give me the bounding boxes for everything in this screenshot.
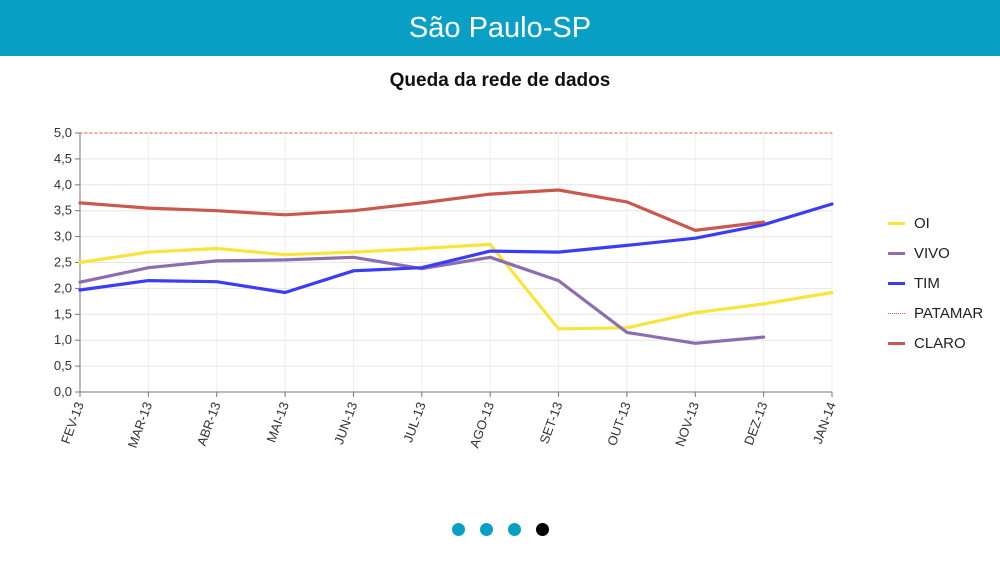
x-tick-label: ABR-13 bbox=[194, 400, 224, 448]
x-tick-label: JUN-13 bbox=[331, 400, 360, 447]
legend-label: CLARO bbox=[914, 334, 966, 352]
page-title: São Paulo-SP bbox=[408, 11, 592, 44]
legend-swatch bbox=[888, 221, 905, 225]
y-tick-label: 0,5 bbox=[54, 358, 72, 373]
legend-swatch bbox=[888, 312, 905, 314]
x-tick-label: DEZ-13 bbox=[741, 400, 770, 447]
legend-label: PATAMAR bbox=[914, 304, 984, 322]
y-tick-label: 5,0 bbox=[54, 125, 72, 140]
page-indicator bbox=[0, 523, 1000, 536]
legend-item-oi: OI bbox=[888, 208, 983, 238]
app-header: São Paulo-SP bbox=[0, 0, 1000, 56]
y-tick-label: 1,5 bbox=[54, 306, 72, 321]
series-line-claro bbox=[78, 188, 766, 232]
y-tick-label: 1,0 bbox=[54, 332, 72, 347]
x-tick-label: MAI-13 bbox=[263, 400, 291, 445]
page-dot[interactable] bbox=[451, 523, 465, 536]
y-tick-label: 0,0 bbox=[54, 384, 72, 399]
legend-label: VIVO bbox=[914, 244, 950, 262]
legend-label: OI bbox=[914, 214, 930, 232]
series-line-oi bbox=[78, 242, 834, 331]
x-tick-label: MAR-13 bbox=[125, 400, 155, 450]
legend-item-patamar: PATAMAR bbox=[888, 298, 983, 328]
legend-label: TIM bbox=[914, 274, 940, 292]
x-tick-label: JAN-14 bbox=[810, 400, 839, 446]
page-dot[interactable] bbox=[507, 523, 521, 536]
chart-legend: OI VIVO TIM PATAMAR CLARO bbox=[888, 208, 983, 358]
y-tick-label: 3,5 bbox=[54, 203, 72, 218]
y-tick-label: 3,0 bbox=[54, 229, 72, 244]
y-tick-label: 4,0 bbox=[54, 177, 72, 192]
legend-item-vivo: VIVO bbox=[888, 238, 983, 268]
x-tick-label: OUT-13 bbox=[604, 400, 634, 448]
x-tick-label: AGO-13 bbox=[467, 400, 497, 450]
x-tick-label: NOV-13 bbox=[672, 400, 702, 449]
x-tick-label: FEV-13 bbox=[58, 400, 87, 446]
page-dot[interactable] bbox=[479, 523, 493, 536]
series-line-tim bbox=[78, 202, 834, 295]
legend-item-tim: TIM bbox=[888, 268, 983, 298]
page-dot[interactable] bbox=[535, 523, 549, 536]
x-tick-label: JUL-13 bbox=[400, 400, 428, 445]
legend-swatch bbox=[888, 341, 905, 345]
y-tick-label: 2,5 bbox=[54, 255, 72, 270]
legend-item-claro: CLARO bbox=[888, 328, 983, 358]
legend-swatch bbox=[888, 251, 905, 255]
y-tick-label: 4,5 bbox=[54, 151, 72, 166]
y-tick-label: 2,0 bbox=[54, 280, 72, 295]
legend-swatch bbox=[888, 281, 905, 285]
x-tick-label: SET-13 bbox=[536, 400, 565, 446]
chart-title: Queda da rede de dados bbox=[389, 70, 611, 91]
